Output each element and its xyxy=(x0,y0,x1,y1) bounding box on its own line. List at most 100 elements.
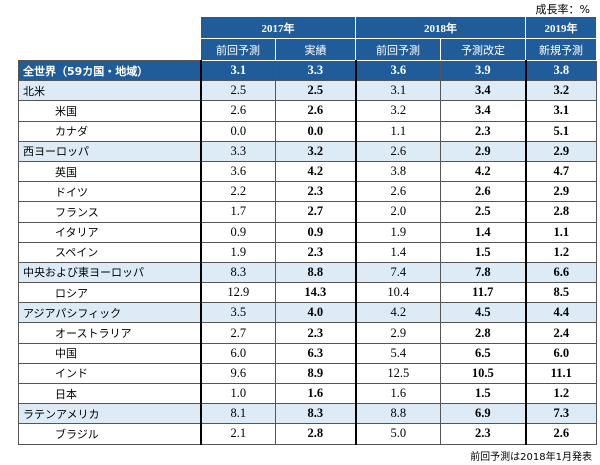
row-label: ロシア xyxy=(18,282,201,304)
table-row: ロシア 12.9 14.3 10.4 11.7 8.5 xyxy=(18,282,597,304)
value-cell: 8.3 xyxy=(199,261,276,284)
value-cell: 2.6 xyxy=(524,423,597,445)
row-label: 北米 xyxy=(18,80,201,102)
row-label: ラテンアメリカ xyxy=(18,403,201,425)
value-cell: 2.2 xyxy=(199,181,276,203)
value-cell: 11.7 xyxy=(440,282,526,304)
value-cell: 8.5 xyxy=(524,282,597,304)
value-cell: 1.9 xyxy=(354,221,441,243)
value-cell: 1.6 xyxy=(275,382,356,405)
value-cell: 1.0 xyxy=(199,382,276,405)
row-label: 西ヨーロッパ xyxy=(18,140,201,162)
value-cell: 2.9 xyxy=(524,181,597,203)
row-label: オーストラリア xyxy=(18,322,201,344)
value-cell: 1.1 xyxy=(524,221,597,243)
table-row: 中央および東ヨーロッパ 8.3 8.8 7.4 7.8 6.6 xyxy=(18,261,597,284)
value-cell: 11.1 xyxy=(524,362,597,385)
column-header: 前回予測 xyxy=(355,38,441,61)
table-row: オーストラリア 2.7 2.3 2.9 2.8 2.4 xyxy=(18,322,597,344)
value-cell: 4.2 xyxy=(354,302,441,324)
value-cell: 12.5 xyxy=(354,362,441,385)
row-label: カナダ xyxy=(18,120,201,142)
value-cell: 2.3 xyxy=(440,423,526,445)
value-cell: 3.2 xyxy=(275,140,356,162)
value-cell: 2.9 xyxy=(354,322,441,344)
value-cell: 3.1 xyxy=(354,80,441,102)
value-cell: 1.7 xyxy=(199,201,276,223)
value-cell: 2.6 xyxy=(354,140,441,162)
value-cell: 12.9 xyxy=(199,282,276,304)
table-row: スペイン 1.9 2.3 1.4 1.5 1.2 xyxy=(18,241,597,263)
growth-table: 2017年 2018年 2019年 前回予測 実績 前回予測 予測改定 新規予測 全世界（59… xyxy=(18,16,597,445)
row-label: 英国 xyxy=(18,160,201,183)
value-cell: 0.0 xyxy=(199,120,276,142)
value-cell: 3.6 xyxy=(199,160,276,183)
value-cell: 4.2 xyxy=(275,160,356,183)
header-row: 前回予測 実績 前回予測 予測改定 新規予測 xyxy=(18,38,597,61)
column-header: 予測改定 xyxy=(440,38,526,61)
table-row: 北米 2.5 2.5 3.1 3.4 3.2 xyxy=(18,80,597,102)
value-cell: 7.4 xyxy=(354,261,441,284)
value-cell: 7.3 xyxy=(524,403,597,425)
value-cell: 3.8 xyxy=(524,59,597,82)
table-row: インド 9.6 8.9 12.5 10.5 11.1 xyxy=(18,362,597,385)
value-cell: 2.7 xyxy=(199,322,276,344)
value-cell: 3.2 xyxy=(354,100,441,122)
blank-cell xyxy=(18,38,201,61)
row-label: スペイン xyxy=(18,241,201,263)
unit-note: 成長率：% xyxy=(535,3,590,16)
value-cell: 3.1 xyxy=(524,100,597,122)
value-cell: 2.8 xyxy=(440,322,526,344)
value-cell: 8.3 xyxy=(275,403,356,425)
value-cell: 6.6 xyxy=(524,261,597,284)
row-label: 中央および東ヨーロッパ xyxy=(18,261,201,284)
table-body: 全世界（59カ国・地域） 3.1 3.3 3.6 3.9 3.8 北米 2.5 2.5 3.1 3.… xyxy=(18,59,597,445)
table-row: 米国 2.6 2.6 3.2 3.4 3.1 xyxy=(18,100,597,122)
column-header: 実績 xyxy=(275,38,356,61)
header-row: 2017年 2018年 2019年 xyxy=(18,16,597,39)
row-label: 日本 xyxy=(18,382,201,405)
value-cell: 2.6 xyxy=(354,181,441,203)
row-label: 中国 xyxy=(18,342,201,364)
value-cell: 2.8 xyxy=(524,201,597,223)
column-header: 前回予測 xyxy=(200,38,276,61)
value-cell: 0.9 xyxy=(275,221,356,243)
value-cell: 7.8 xyxy=(440,261,526,284)
row-label: イタリア xyxy=(18,221,201,243)
table-row: カナダ 0.0 0.0 1.1 2.3 5.1 xyxy=(18,120,597,142)
value-cell: 2.7 xyxy=(275,201,356,223)
year-header: 2018年 xyxy=(355,16,526,39)
value-cell: 2.3 xyxy=(275,181,356,203)
row-label: インド xyxy=(18,362,201,385)
value-cell: 3.2 xyxy=(524,80,597,102)
value-cell: 8.8 xyxy=(275,261,356,284)
table-row: イタリア 0.9 0.9 1.9 1.4 1.1 xyxy=(18,221,597,243)
value-cell: 2.3 xyxy=(275,322,356,344)
value-cell: 6.0 xyxy=(199,342,276,364)
table-row: 日本 1.0 1.6 1.6 1.5 1.2 xyxy=(18,382,597,405)
row-label: アジアパシフィック xyxy=(18,302,201,324)
table-row: ブラジル 2.1 2.8 5.0 2.3 2.6 xyxy=(18,423,597,445)
value-cell: 3.6 xyxy=(354,59,441,82)
value-cell: 4.7 xyxy=(524,160,597,183)
value-cell: 8.9 xyxy=(275,362,356,385)
value-cell: 6.5 xyxy=(440,342,526,364)
year-header: 2019年 xyxy=(525,16,597,39)
value-cell: 2.6 xyxy=(275,100,356,122)
value-cell: 2.0 xyxy=(354,201,441,223)
row-label: 米国 xyxy=(18,100,201,122)
value-cell: 3.4 xyxy=(440,80,526,102)
value-cell: 2.4 xyxy=(524,322,597,344)
footer-note: 前回予測は2018年1月発表 xyxy=(470,452,592,463)
table-header: 2017年 2018年 2019年 前回予測 実績 前回予測 予測改定 新規予測 xyxy=(18,16,597,61)
table-row: 西ヨーロッパ 3.3 3.2 2.6 2.9 2.9 xyxy=(18,140,597,162)
value-cell: 9.6 xyxy=(199,362,276,385)
table-row: 英国 3.6 4.2 3.8 4.2 4.7 xyxy=(18,160,597,183)
row-label: 全世界（59カ国・地域） xyxy=(18,59,201,82)
value-cell: 14.3 xyxy=(275,282,356,304)
value-cell: 1.5 xyxy=(440,241,526,263)
row-label: ドイツ xyxy=(18,181,201,203)
value-cell: 0.9 xyxy=(199,221,276,243)
value-cell: 5.1 xyxy=(524,120,597,142)
